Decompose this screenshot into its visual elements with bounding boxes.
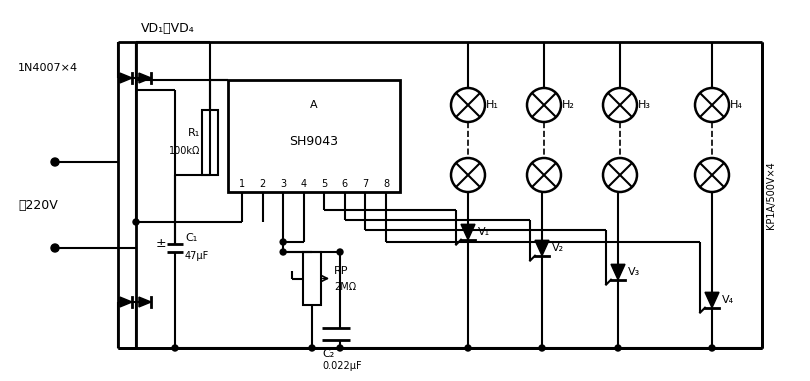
Circle shape [337, 249, 343, 255]
Bar [202, 110, 218, 175]
Polygon shape [139, 297, 151, 307]
Text: V₂: V₂ [552, 243, 564, 253]
Text: SH9043: SH9043 [289, 134, 339, 147]
Text: 47μF: 47μF [185, 251, 209, 261]
Text: 6: 6 [342, 179, 348, 189]
Circle shape [539, 345, 545, 351]
Text: RP: RP [334, 266, 348, 277]
Circle shape [51, 158, 59, 166]
Text: C₂: C₂ [322, 349, 335, 359]
Text: V₄: V₄ [722, 295, 734, 305]
Circle shape [280, 249, 286, 255]
Polygon shape [139, 73, 151, 83]
Text: ～220V: ～220V [18, 199, 58, 211]
Polygon shape [461, 224, 475, 240]
Circle shape [709, 345, 715, 351]
Text: 2MΩ: 2MΩ [334, 282, 356, 291]
Polygon shape [120, 297, 132, 307]
Text: A: A [310, 100, 318, 110]
Text: 1: 1 [239, 179, 245, 189]
Bar [228, 80, 400, 192]
Circle shape [172, 345, 178, 351]
Text: C₁: C₁ [185, 233, 198, 243]
Bar [303, 252, 321, 305]
Text: 100kΩ: 100kΩ [168, 146, 200, 155]
Text: 5: 5 [321, 179, 327, 189]
Text: 4: 4 [301, 179, 307, 189]
Text: 7: 7 [362, 179, 369, 189]
Text: 1N4007×4: 1N4007×4 [18, 63, 78, 73]
Circle shape [337, 345, 343, 351]
Circle shape [309, 345, 315, 351]
Text: H₁: H₁ [486, 100, 499, 110]
Text: V₃: V₃ [628, 267, 640, 277]
Circle shape [465, 345, 471, 351]
Text: 3: 3 [280, 179, 286, 189]
Circle shape [51, 244, 59, 252]
Text: H₃: H₃ [638, 100, 651, 110]
Text: KP1A/500V×4: KP1A/500V×4 [766, 161, 776, 229]
Text: VD₁～VD₄: VD₁～VD₄ [141, 21, 194, 35]
Polygon shape [611, 264, 625, 280]
Polygon shape [705, 292, 719, 308]
Circle shape [133, 219, 139, 225]
Text: 8: 8 [383, 179, 389, 189]
Text: 2: 2 [259, 179, 266, 189]
Text: R₁: R₁ [188, 128, 200, 138]
Text: V₁: V₁ [478, 227, 490, 237]
Circle shape [280, 239, 286, 245]
Text: ±: ± [156, 237, 166, 250]
Circle shape [615, 345, 621, 351]
Text: H₄: H₄ [730, 100, 743, 110]
Polygon shape [535, 240, 549, 256]
Polygon shape [120, 73, 132, 83]
Text: H₂: H₂ [562, 100, 575, 110]
Text: 0.022μF: 0.022μF [322, 361, 361, 371]
